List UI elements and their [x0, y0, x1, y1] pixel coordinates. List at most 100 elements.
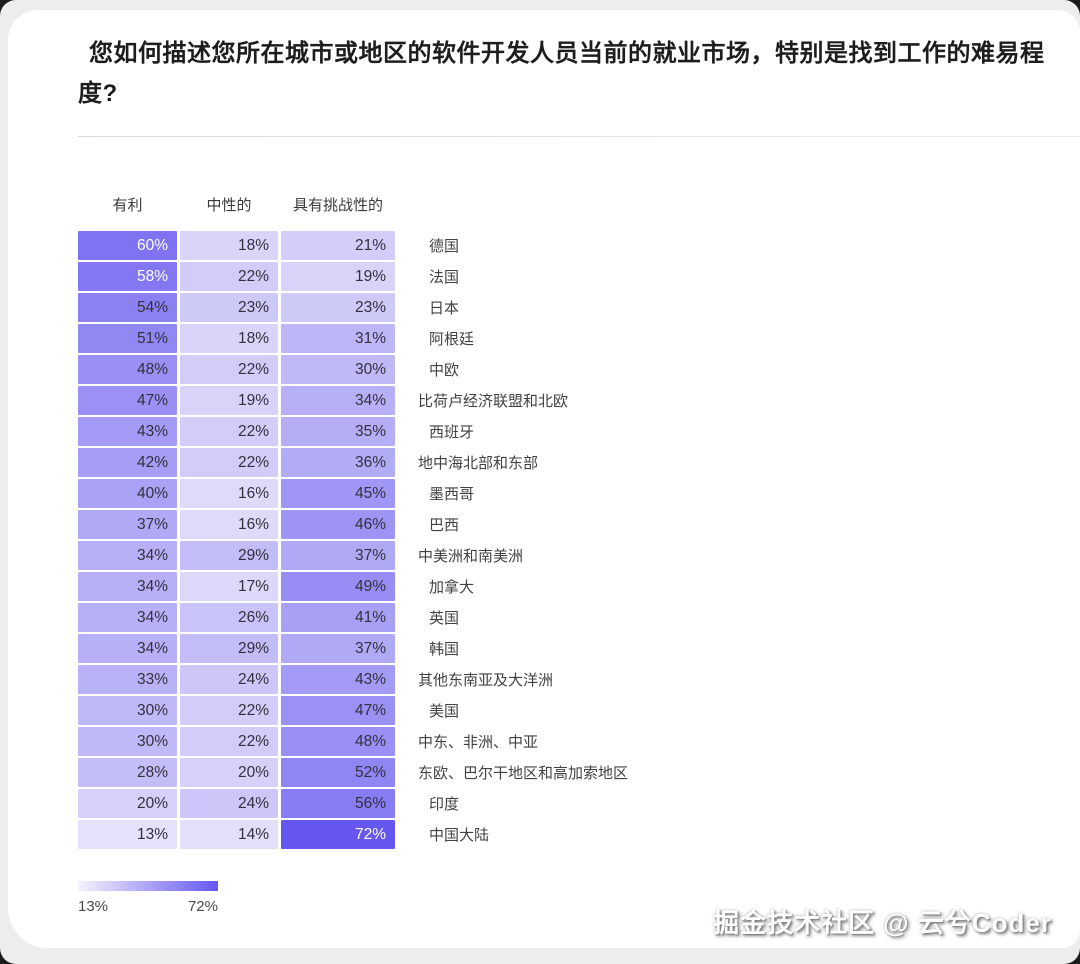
favorable-cell: 34% — [78, 603, 177, 632]
favorable-cell: 34% — [78, 541, 177, 570]
chart-container: 您如何描述您所在城市或地区的软件开发人员当前的就业市场，特别是找到工作的难易程度… — [8, 10, 1080, 948]
neutral-cell: 23% — [180, 293, 278, 322]
favorable-cell: 51% — [78, 324, 177, 353]
favorable-cell: 33% — [78, 665, 177, 694]
challenging-cell: 48% — [281, 727, 395, 756]
neutral-cell: 22% — [180, 727, 278, 756]
challenging-cell: 37% — [281, 634, 395, 663]
challenging-cell: 34% — [281, 386, 395, 415]
table-row: 34% 17% 49% 加拿大 — [78, 572, 1080, 601]
favorable-cell: 60% — [78, 231, 177, 260]
column-headers: 有利 中性的 具有挑战性的 — [78, 194, 1080, 215]
neutral-cell: 18% — [180, 324, 278, 353]
favorable-cell: 48% — [78, 355, 177, 384]
challenging-cell: 43% — [281, 665, 395, 694]
content-card: 您如何描述您所在城市或地区的软件开发人员当前的就业市场，特别是找到工作的难易程度… — [8, 10, 1080, 948]
favorable-cell: 13% — [78, 820, 177, 849]
table-row: 28% 20% 52% 东欧、巴尔干地区和高加索地区 — [78, 758, 1080, 787]
table-row: 30% 22% 47% 美国 — [78, 696, 1080, 725]
neutral-cell: 22% — [180, 696, 278, 725]
table-row: 34% 26% 41% 英国 — [78, 603, 1080, 632]
row-label: 印度 — [429, 796, 460, 813]
row-label: 中美洲和南美洲 — [418, 548, 524, 565]
watermark: 掘金技术社区 @ 云兮Coder — [713, 908, 1052, 938]
legend-gradient-bar — [78, 881, 218, 891]
row-label: 韩国 — [429, 641, 460, 658]
table-row: 47% 19% 34% 比荷卢经济联盟和北欧 — [78, 386, 1080, 415]
legend-max-label: 72% — [187, 898, 218, 915]
table-row: 51% 18% 31% 阿根廷 — [78, 324, 1080, 353]
challenging-cell: 56% — [281, 789, 395, 818]
favorable-cell: 40% — [78, 479, 177, 508]
challenging-cell: 72% — [281, 820, 395, 849]
favorable-cell: 43% — [78, 417, 177, 446]
challenging-cell: 46% — [281, 510, 395, 539]
table-row: 48% 22% 30% 中欧 — [78, 355, 1080, 384]
column-header-challenging: 具有挑战性的 — [292, 197, 383, 214]
column-header-favorable: 有利 — [112, 197, 143, 214]
row-label: 美国 — [429, 703, 460, 720]
row-label: 德国 — [429, 238, 460, 255]
table-row: 43% 22% 35% 西班牙 — [78, 417, 1080, 446]
heatmap-table: 60% 18% 21% 德国 58% 22% 19% 法国 54% 23% 23… — [78, 231, 1080, 849]
row-label: 其他东南亚及大洋洲 — [418, 672, 554, 689]
neutral-cell: 19% — [180, 386, 278, 415]
row-label: 中欧 — [429, 362, 460, 379]
neutral-cell: 29% — [180, 541, 278, 570]
favorable-cell: 47% — [78, 386, 177, 415]
neutral-cell: 17% — [180, 572, 278, 601]
favorable-cell: 34% — [78, 572, 177, 601]
favorable-cell: 30% — [78, 727, 177, 756]
challenging-cell: 30% — [281, 355, 395, 384]
neutral-cell: 22% — [180, 417, 278, 446]
favorable-cell: 58% — [78, 262, 177, 291]
row-label: 西班牙 — [429, 424, 475, 441]
neutral-cell: 22% — [180, 262, 278, 291]
table-row: 54% 23% 23% 日本 — [78, 293, 1080, 322]
table-row: 60% 18% 21% 德国 — [78, 231, 1080, 260]
row-label: 巴西 — [429, 517, 460, 534]
challenging-cell: 41% — [281, 603, 395, 632]
challenging-cell: 36% — [281, 448, 395, 477]
challenging-cell: 37% — [281, 541, 395, 570]
neutral-cell: 14% — [180, 820, 278, 849]
favorable-cell: 28% — [78, 758, 177, 787]
neutral-cell: 16% — [180, 510, 278, 539]
title-divider — [78, 136, 1080, 137]
table-row: 34% 29% 37% 韩国 — [78, 634, 1080, 663]
challenging-cell: 49% — [281, 572, 395, 601]
challenging-cell: 31% — [281, 324, 395, 353]
challenging-cell: 45% — [281, 479, 395, 508]
table-row: 33% 24% 43% 其他东南亚及大洋洲 — [78, 665, 1080, 694]
row-label: 墨西哥 — [429, 486, 475, 503]
table-row: 30% 22% 48% 中东、非洲、中亚 — [78, 727, 1080, 756]
table-row: 20% 24% 56% 印度 — [78, 789, 1080, 818]
row-label: 法国 — [429, 269, 460, 286]
row-label: 英国 — [429, 610, 460, 627]
neutral-cell: 29% — [180, 634, 278, 663]
table-row: 13% 14% 72% 中国大陆 — [78, 820, 1080, 849]
row-label: 地中海北部和东部 — [418, 455, 539, 472]
neutral-cell: 16% — [180, 479, 278, 508]
row-label: 加拿大 — [429, 579, 475, 596]
row-label: 比荷卢经济联盟和北欧 — [418, 393, 569, 410]
favorable-cell: 30% — [78, 696, 177, 725]
table-row: 42% 22% 36% 地中海北部和东部 — [78, 448, 1080, 477]
challenging-cell: 21% — [281, 231, 395, 260]
row-label: 中国大陆 — [429, 827, 490, 844]
row-label: 东欧、巴尔干地区和高加索地区 — [418, 765, 629, 782]
favorable-cell: 34% — [78, 634, 177, 663]
column-header-neutral: 中性的 — [206, 197, 252, 214]
table-row: 34% 29% 37% 中美洲和南美洲 — [78, 541, 1080, 570]
challenging-cell: 47% — [281, 696, 395, 725]
row-label: 阿根廷 — [429, 331, 475, 348]
neutral-cell: 22% — [180, 448, 278, 477]
legend-min-label: 13% — [78, 898, 109, 915]
favorable-cell: 42% — [78, 448, 177, 477]
color-scale-legend: 13% 72% — [78, 881, 218, 915]
neutral-cell: 18% — [180, 231, 278, 260]
table-row: 40% 16% 45% 墨西哥 — [78, 479, 1080, 508]
row-label: 中东、非洲、中亚 — [418, 734, 539, 751]
favorable-cell: 37% — [78, 510, 177, 539]
